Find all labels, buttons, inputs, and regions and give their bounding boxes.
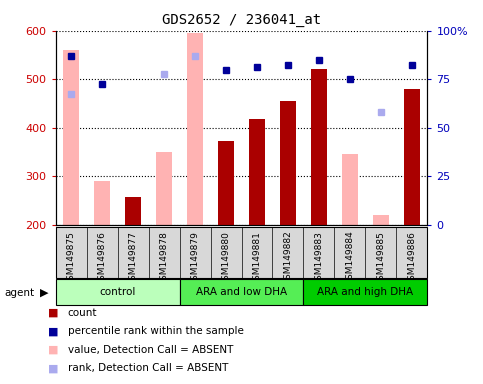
Text: percentile rank within the sample: percentile rank within the sample xyxy=(68,326,243,336)
Text: rank, Detection Call = ABSENT: rank, Detection Call = ABSENT xyxy=(68,363,228,373)
Text: GSM149885: GSM149885 xyxy=(376,231,385,286)
Text: GSM149881: GSM149881 xyxy=(253,231,261,286)
Text: ■: ■ xyxy=(48,308,59,318)
Text: GSM149876: GSM149876 xyxy=(98,231,107,286)
Text: ARA and low DHA: ARA and low DHA xyxy=(196,287,287,297)
Bar xyxy=(187,33,203,225)
Bar xyxy=(125,197,141,225)
Bar xyxy=(249,119,265,225)
Text: ■: ■ xyxy=(48,363,59,373)
Text: ■: ■ xyxy=(48,345,59,355)
Bar xyxy=(156,152,172,225)
Bar xyxy=(63,50,79,225)
Bar xyxy=(342,154,358,225)
Text: GSM149879: GSM149879 xyxy=(190,231,199,286)
Bar xyxy=(94,181,110,225)
Text: GSM149880: GSM149880 xyxy=(222,231,230,286)
Bar xyxy=(404,89,420,225)
Text: GSM149882: GSM149882 xyxy=(284,231,293,285)
Text: ARA and high DHA: ARA and high DHA xyxy=(317,287,413,297)
Text: GSM149883: GSM149883 xyxy=(314,231,324,286)
Bar xyxy=(56,279,180,305)
Bar xyxy=(218,141,234,225)
Text: control: control xyxy=(99,287,136,297)
Text: GSM149886: GSM149886 xyxy=(408,231,416,286)
Bar xyxy=(303,279,427,305)
Text: GDS2652 / 236041_at: GDS2652 / 236041_at xyxy=(162,13,321,27)
Text: GSM149875: GSM149875 xyxy=(67,231,75,286)
Text: GSM149878: GSM149878 xyxy=(159,231,169,286)
Text: agent: agent xyxy=(5,288,35,298)
Bar xyxy=(311,68,327,225)
Text: GSM149884: GSM149884 xyxy=(345,231,355,285)
Text: GSM149877: GSM149877 xyxy=(128,231,138,286)
Text: count: count xyxy=(68,308,97,318)
Text: value, Detection Call = ABSENT: value, Detection Call = ABSENT xyxy=(68,345,233,355)
Bar xyxy=(180,279,303,305)
Bar xyxy=(280,101,296,225)
Text: ■: ■ xyxy=(48,326,59,336)
Bar xyxy=(373,215,389,225)
Text: ▶: ▶ xyxy=(40,288,48,298)
